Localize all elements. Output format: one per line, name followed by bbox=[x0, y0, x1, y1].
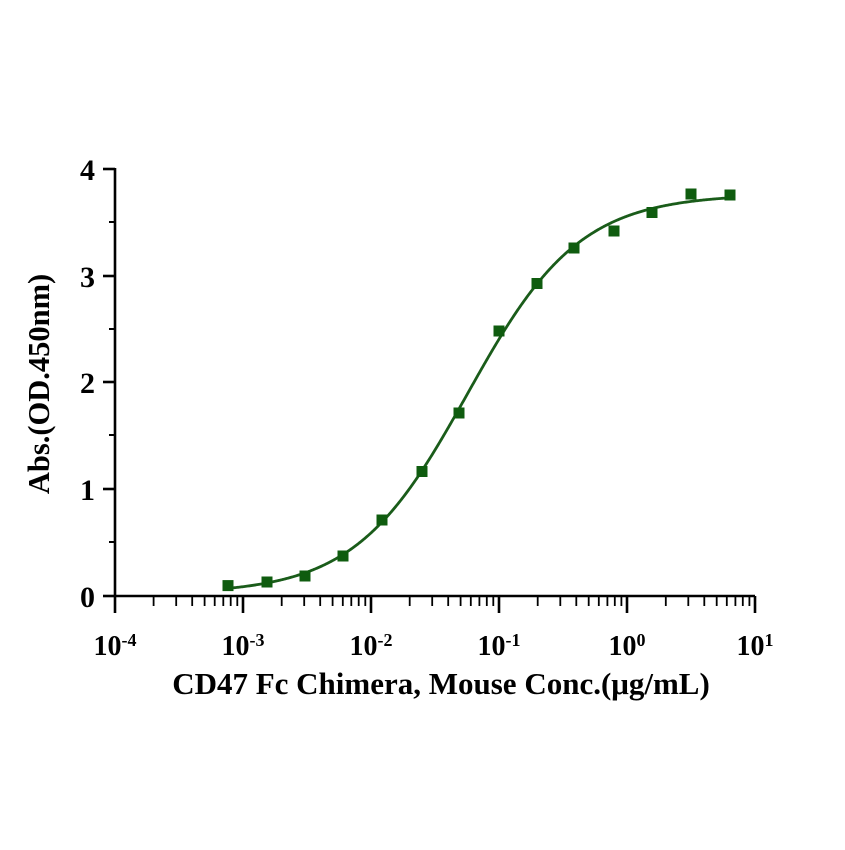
svg-text:3: 3 bbox=[80, 261, 95, 294]
svg-text:100: 100 bbox=[609, 630, 646, 662]
svg-text:CD47 Fc Chimera, Mouse Conc.(μ: CD47 Fc Chimera, Mouse Conc.(μg/mL) bbox=[172, 666, 710, 701]
svg-text:10-3: 10-3 bbox=[222, 630, 265, 662]
svg-text:Abs.(OD.450nm): Abs.(OD.450nm) bbox=[22, 274, 56, 494]
svg-text:10-1: 10-1 bbox=[478, 630, 521, 662]
svg-text:2: 2 bbox=[80, 367, 95, 400]
svg-text:10-2: 10-2 bbox=[350, 630, 393, 662]
svg-text:0: 0 bbox=[80, 581, 95, 614]
svg-text:4: 4 bbox=[80, 154, 95, 187]
svg-text:10-4: 10-4 bbox=[94, 630, 137, 662]
svg-text:101: 101 bbox=[737, 630, 774, 662]
svg-text:1: 1 bbox=[80, 474, 95, 507]
